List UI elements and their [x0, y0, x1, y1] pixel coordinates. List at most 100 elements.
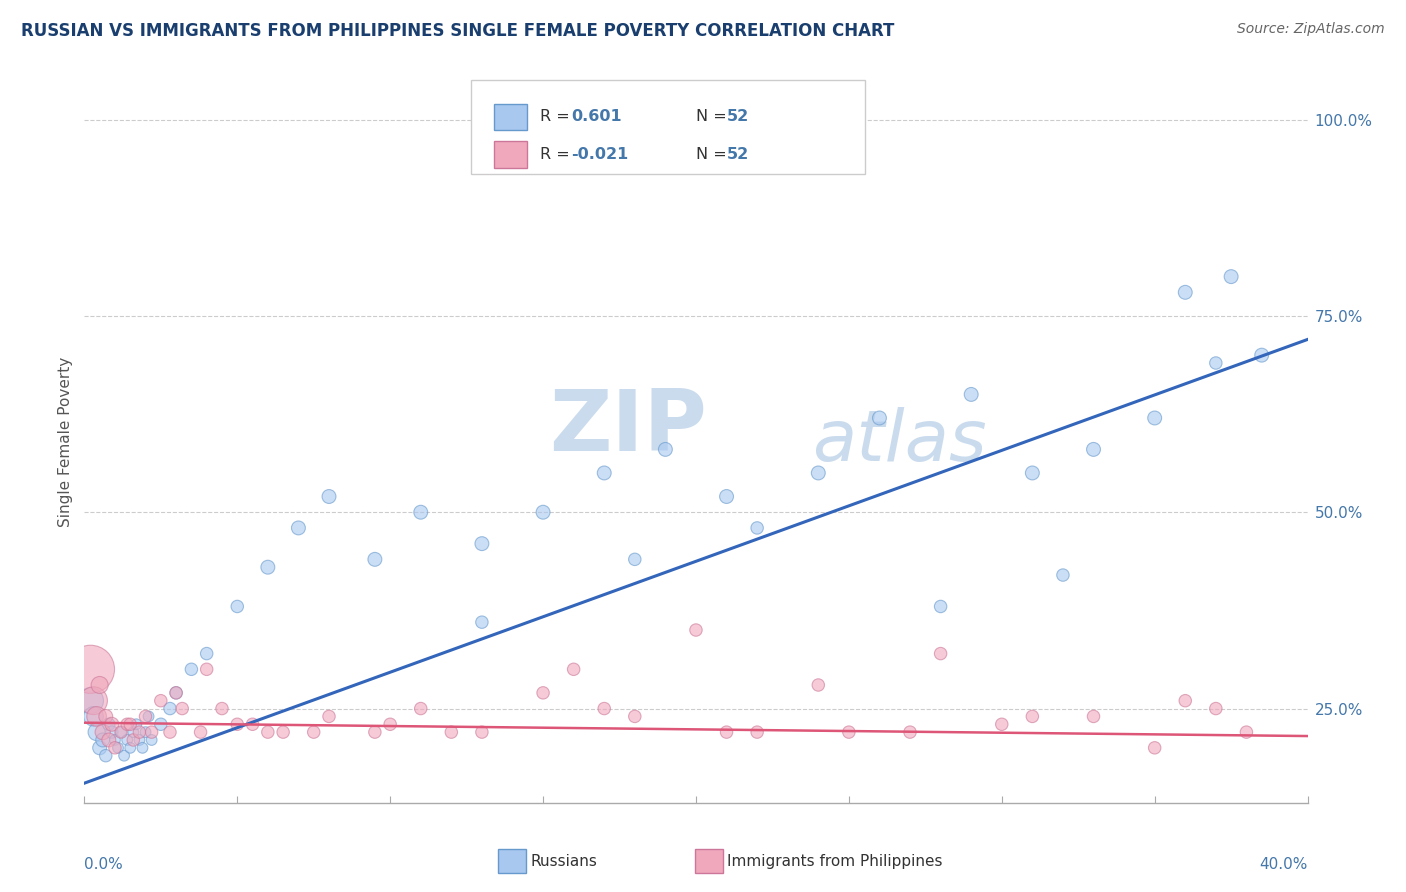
Point — [302, 725, 325, 739]
Point — [122, 733, 145, 747]
Point — [110, 725, 132, 739]
Point — [869, 411, 891, 425]
Point — [1205, 356, 1227, 370]
Point — [929, 599, 952, 614]
Point — [120, 717, 142, 731]
Point — [929, 647, 952, 661]
Point — [380, 717, 402, 731]
Text: 40.0%: 40.0% — [1260, 857, 1308, 872]
Point — [898, 725, 921, 739]
Point — [112, 748, 135, 763]
Text: -0.021: -0.021 — [571, 146, 628, 161]
Point — [1021, 466, 1043, 480]
Point — [94, 709, 117, 723]
Point — [593, 701, 616, 715]
Point — [960, 387, 983, 401]
Point — [531, 505, 554, 519]
Point — [104, 733, 127, 747]
Point — [364, 725, 387, 739]
Point — [104, 740, 127, 755]
Point — [86, 709, 108, 723]
Y-axis label: Single Female Poverty: Single Female Poverty — [58, 357, 73, 526]
Point — [747, 521, 769, 535]
Point — [716, 725, 738, 739]
Point — [1174, 285, 1197, 300]
Point — [149, 717, 172, 731]
Point — [471, 615, 494, 630]
Point — [89, 740, 111, 755]
Point — [1174, 694, 1197, 708]
Point — [747, 725, 769, 739]
Point — [91, 733, 114, 747]
Text: ZIP: ZIP — [550, 385, 707, 468]
Point — [226, 717, 249, 731]
Point — [180, 662, 202, 676]
Point — [97, 733, 120, 747]
Point — [1250, 348, 1272, 362]
Point — [159, 701, 181, 715]
Point — [131, 740, 153, 755]
Point — [685, 623, 707, 637]
Point — [101, 717, 124, 731]
Point — [79, 662, 101, 676]
Point — [125, 717, 148, 731]
Point — [91, 725, 114, 739]
Point — [257, 725, 280, 739]
Point — [115, 733, 138, 747]
Text: R =: R = — [540, 110, 575, 125]
Point — [838, 725, 860, 739]
Point — [318, 709, 340, 723]
Point — [195, 647, 218, 661]
Point — [135, 709, 157, 723]
Point — [471, 725, 494, 739]
Point — [593, 466, 616, 480]
Point — [531, 686, 554, 700]
Text: N =: N = — [696, 110, 733, 125]
Point — [107, 740, 129, 755]
Point — [128, 733, 150, 747]
Point — [115, 717, 138, 731]
Point — [364, 552, 387, 566]
Point — [242, 717, 264, 731]
Point — [271, 725, 294, 739]
Point — [94, 748, 117, 763]
Point — [1083, 709, 1105, 723]
Point — [440, 725, 463, 739]
Point — [79, 694, 101, 708]
Point — [141, 733, 163, 747]
Point — [172, 701, 194, 715]
Point — [89, 678, 111, 692]
Text: 52: 52 — [727, 110, 749, 125]
Point — [1021, 709, 1043, 723]
Point — [318, 490, 340, 504]
Point — [1083, 442, 1105, 457]
Text: atlas: atlas — [813, 407, 987, 476]
Point — [624, 552, 647, 566]
Point — [807, 678, 830, 692]
Point — [165, 686, 187, 700]
Point — [654, 442, 676, 457]
Text: R =: R = — [540, 146, 575, 161]
Text: Russians: Russians — [530, 855, 598, 869]
Point — [287, 521, 309, 535]
Point — [122, 725, 145, 739]
Text: Immigrants from Philippines: Immigrants from Philippines — [727, 855, 942, 869]
Point — [1143, 740, 1166, 755]
Point — [195, 662, 218, 676]
Point — [409, 505, 432, 519]
Point — [83, 694, 105, 708]
Point — [257, 560, 280, 574]
Point — [226, 599, 249, 614]
Point — [562, 662, 585, 676]
Point — [471, 536, 494, 550]
Point — [97, 717, 120, 731]
Point — [149, 694, 172, 708]
Point — [624, 709, 647, 723]
Point — [1205, 701, 1227, 715]
Point — [83, 709, 105, 723]
Text: RUSSIAN VS IMMIGRANTS FROM PHILIPPINES SINGLE FEMALE POVERTY CORRELATION CHART: RUSSIAN VS IMMIGRANTS FROM PHILIPPINES S… — [21, 22, 894, 40]
Point — [110, 725, 132, 739]
Point — [1220, 269, 1243, 284]
Text: 0.601: 0.601 — [571, 110, 621, 125]
Text: Source: ZipAtlas.com: Source: ZipAtlas.com — [1237, 22, 1385, 37]
